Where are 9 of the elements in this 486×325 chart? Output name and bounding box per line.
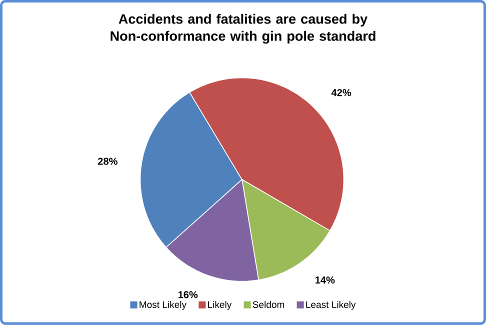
legend-label: Most Likely — [140, 301, 187, 310]
data-label: 16% — [178, 291, 198, 298]
chart-title: Accidents and fatalities are caused by Non-conformance with gin pole standard — [110, 14, 376, 44]
legend-label: Seldom — [252, 301, 284, 308]
legend-label: Least Likely — [306, 301, 356, 310]
data-label: 14% — [315, 276, 335, 284]
legend-label: Likely — [208, 301, 232, 310]
data-label: 28% — [98, 158, 118, 165]
data-label: 42% — [331, 89, 352, 96]
